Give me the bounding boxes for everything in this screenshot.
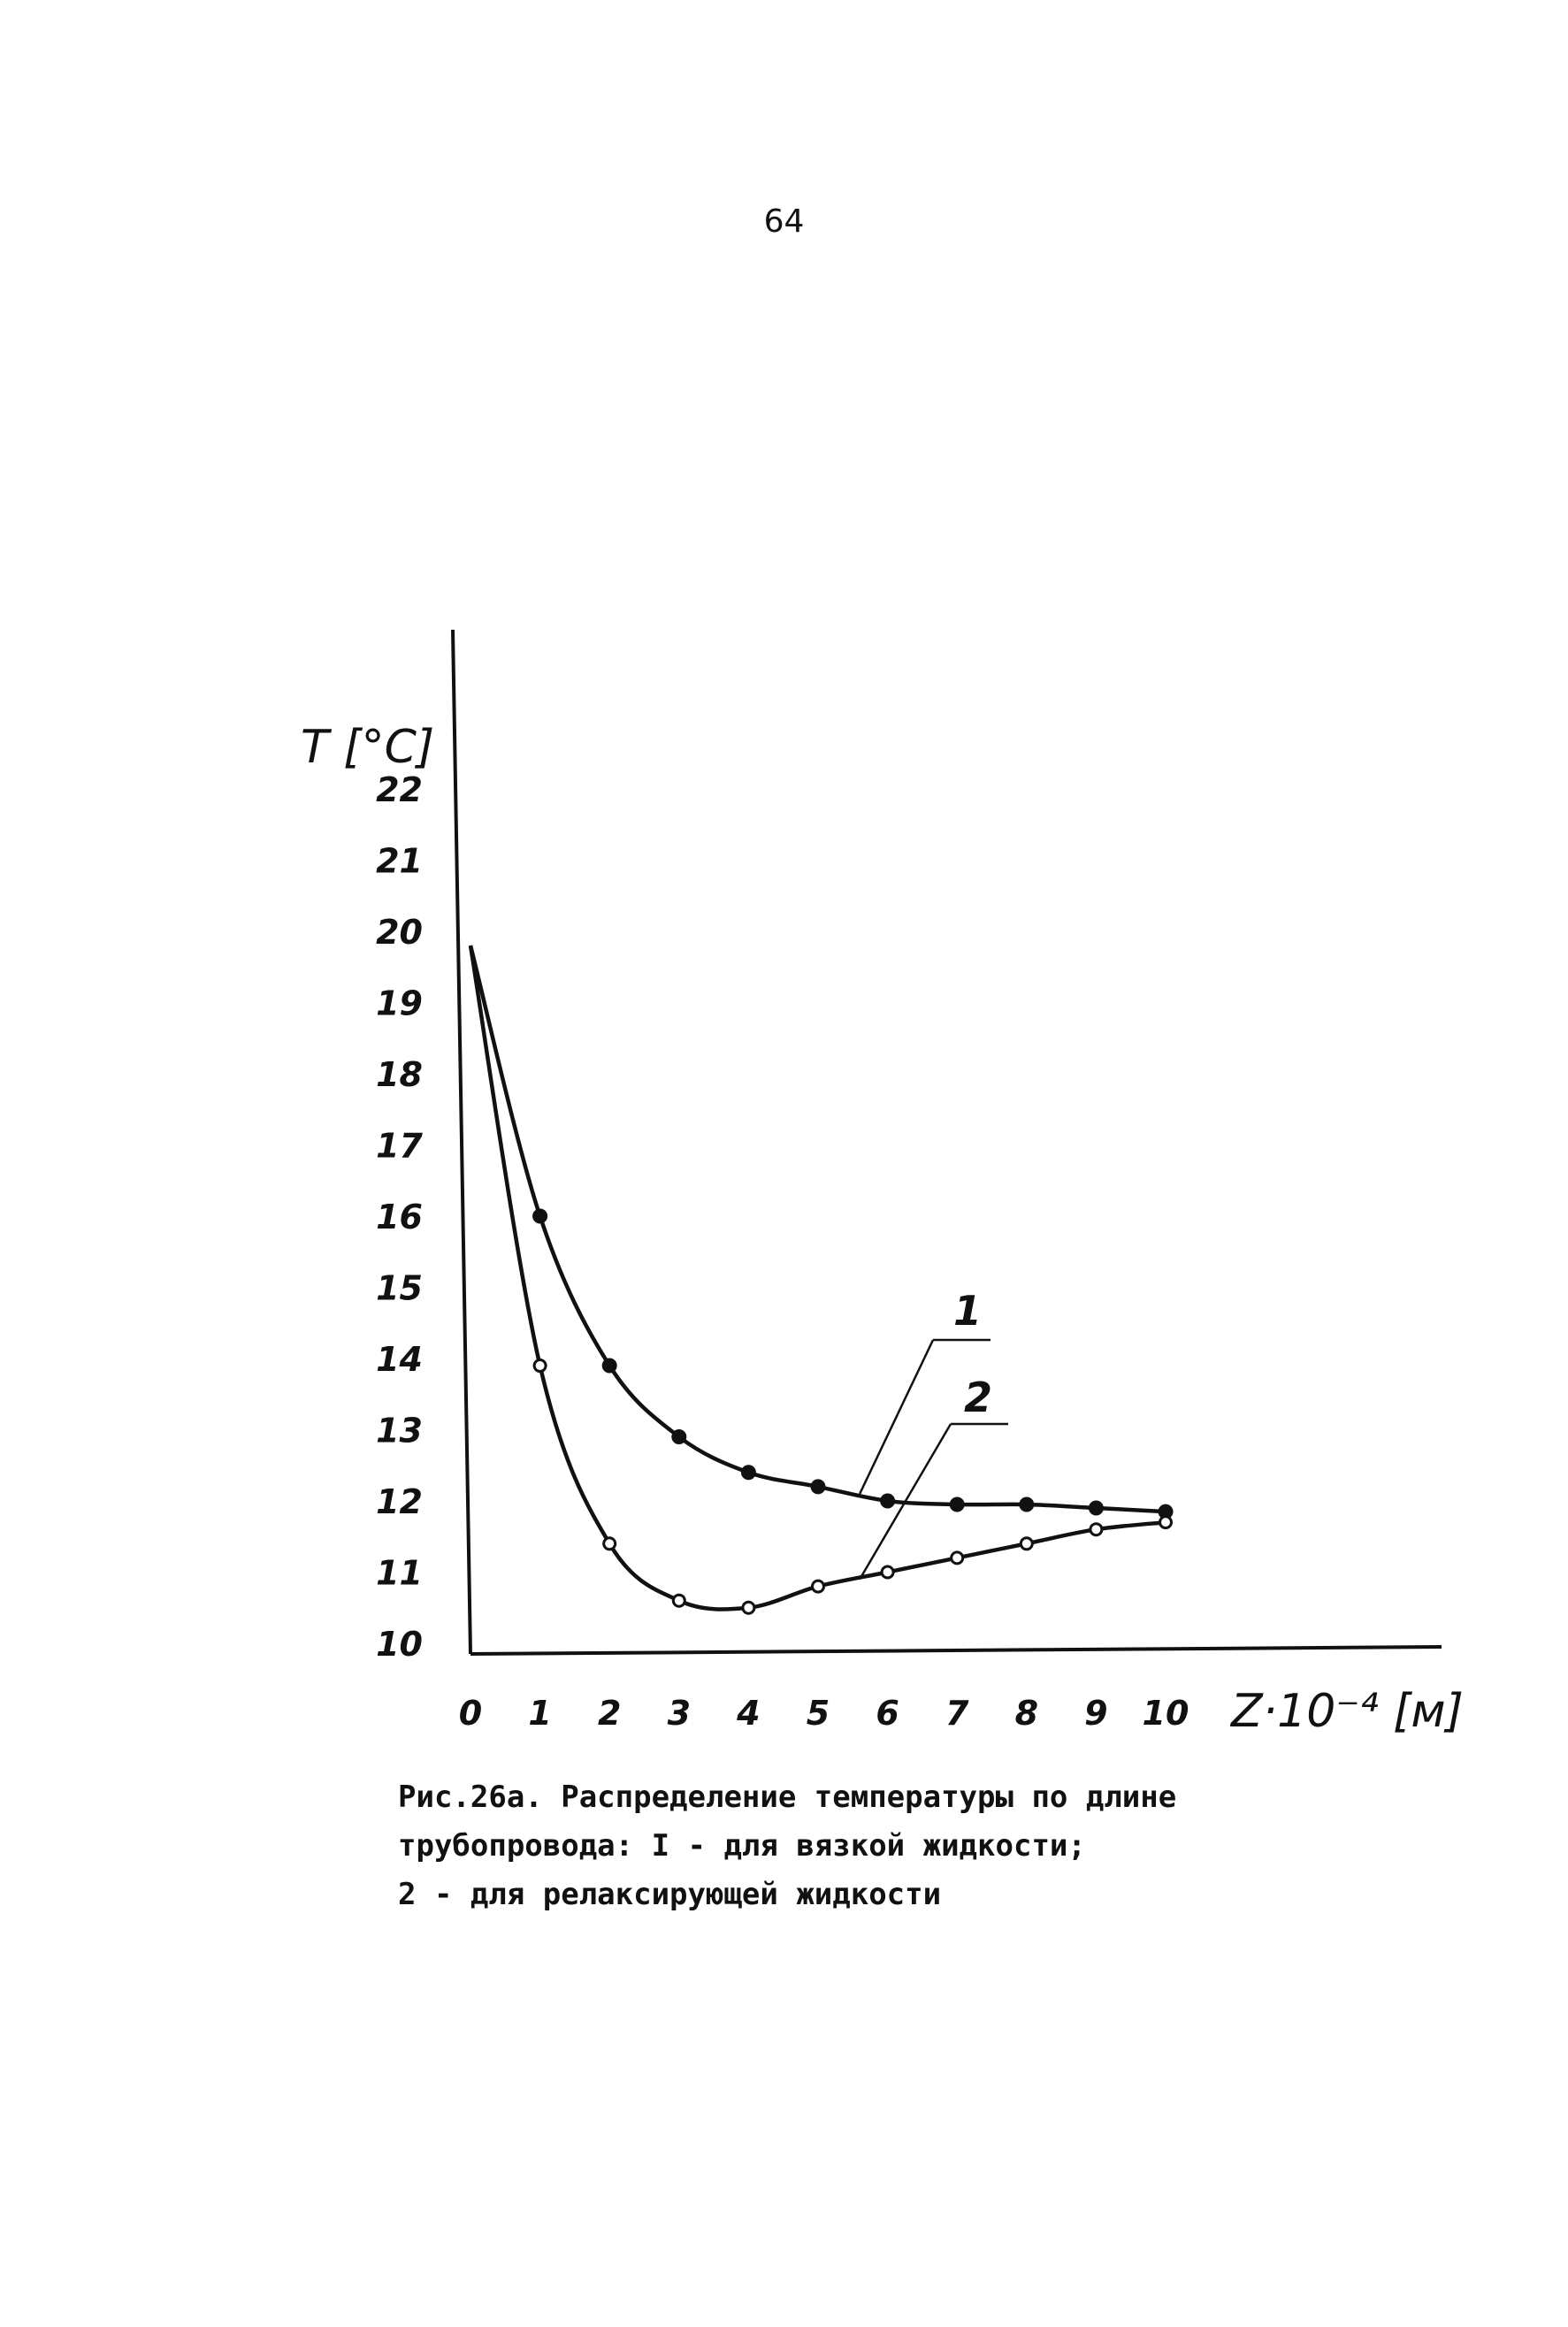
series-1-point <box>601 1358 617 1374</box>
y-tick-label: 21 <box>376 842 423 881</box>
series-2-point <box>880 1565 895 1580</box>
series-2-point <box>532 1359 547 1374</box>
series-callouts: 12 <box>859 1287 1008 1581</box>
y-tick-label: 16 <box>376 1198 423 1236</box>
caption-line-3: 2 - для релаксирующей жидкости <box>398 1877 942 1912</box>
x-tick-label: 2 <box>598 1694 621 1733</box>
series-1-point <box>949 1496 965 1512</box>
x-tick-label: 6 <box>876 1694 899 1733</box>
series-2-point <box>950 1550 965 1565</box>
y-tick-label: 13 <box>376 1412 423 1451</box>
y-tick-label: 14 <box>376 1340 423 1379</box>
series-1-point <box>1088 1500 1104 1516</box>
series-2-point <box>741 1600 756 1615</box>
callout-leader-line <box>859 1423 952 1581</box>
series-1-line <box>468 945 1166 1514</box>
x-tick-label: 1 <box>528 1694 551 1733</box>
callout-leader-line <box>859 1339 935 1495</box>
x-axis-title: Z·10⁻⁴ [м] <box>1229 1685 1464 1738</box>
figure-caption: Рис.26а. Распределение температуры по дл… <box>398 1773 1371 1919</box>
x-tick-labels: 0 1 2 3 4 5 6 7 8 9 10 <box>459 1694 1189 1733</box>
x-tick-label: 7 <box>945 1694 969 1733</box>
series-2-point <box>1089 1522 1104 1537</box>
y-tick-labels: 22 21 20 19 18 17 16 15 14 13 12 11 10 <box>376 770 423 1664</box>
series-2-point <box>811 1579 825 1594</box>
series-1-point <box>880 1493 896 1509</box>
series-2-line <box>468 945 1166 1611</box>
chart-axes <box>451 629 1442 1656</box>
y-tick-label: 18 <box>376 1055 423 1094</box>
x-tick-label: 3 <box>668 1694 691 1733</box>
x-tick-label: 9 <box>1084 1694 1107 1733</box>
series-1-point <box>532 1208 548 1224</box>
y-axis-line <box>451 629 472 1655</box>
y-tick-label: 22 <box>376 770 423 809</box>
caption-line-2: трубопровода: I - для вязкой жидкости; <box>398 1828 1086 1864</box>
y-tick-label: 12 <box>376 1482 423 1521</box>
y-tick-label: 17 <box>376 1127 423 1166</box>
series-1-point <box>671 1429 687 1445</box>
x-tick-label: 5 <box>807 1694 830 1733</box>
series-2-point <box>1019 1536 1034 1551</box>
series-1-point <box>740 1465 756 1481</box>
x-tick-label: 0 <box>459 1694 482 1733</box>
y-tick-label: 10 <box>376 1625 423 1664</box>
page-number: 64 <box>763 203 805 240</box>
series-1-callout-label: 1 <box>953 1287 982 1335</box>
y-tick-label: 11 <box>376 1554 423 1593</box>
x-tick-label: 10 <box>1143 1694 1189 1733</box>
series-2-point <box>671 1593 686 1608</box>
caption-line-1: Рис.26а. Распределение температуры по дл… <box>398 1780 1177 1815</box>
series-1-point <box>1019 1496 1035 1512</box>
y-axis-title: T [°C] <box>301 721 434 774</box>
series-1-point <box>810 1479 826 1495</box>
series-group <box>468 945 1174 1615</box>
y-tick-label: 20 <box>376 913 423 952</box>
y-tick-label: 19 <box>376 984 423 1023</box>
series-2-callout-label: 2 <box>964 1374 992 1421</box>
series-2-point <box>602 1536 617 1551</box>
x-axis-line <box>470 1645 1442 1656</box>
x-tick-label: 4 <box>736 1694 760 1733</box>
series-2-point <box>1159 1515 1173 1530</box>
x-tick-label: 8 <box>1015 1694 1038 1733</box>
y-tick-label: 15 <box>376 1269 423 1308</box>
